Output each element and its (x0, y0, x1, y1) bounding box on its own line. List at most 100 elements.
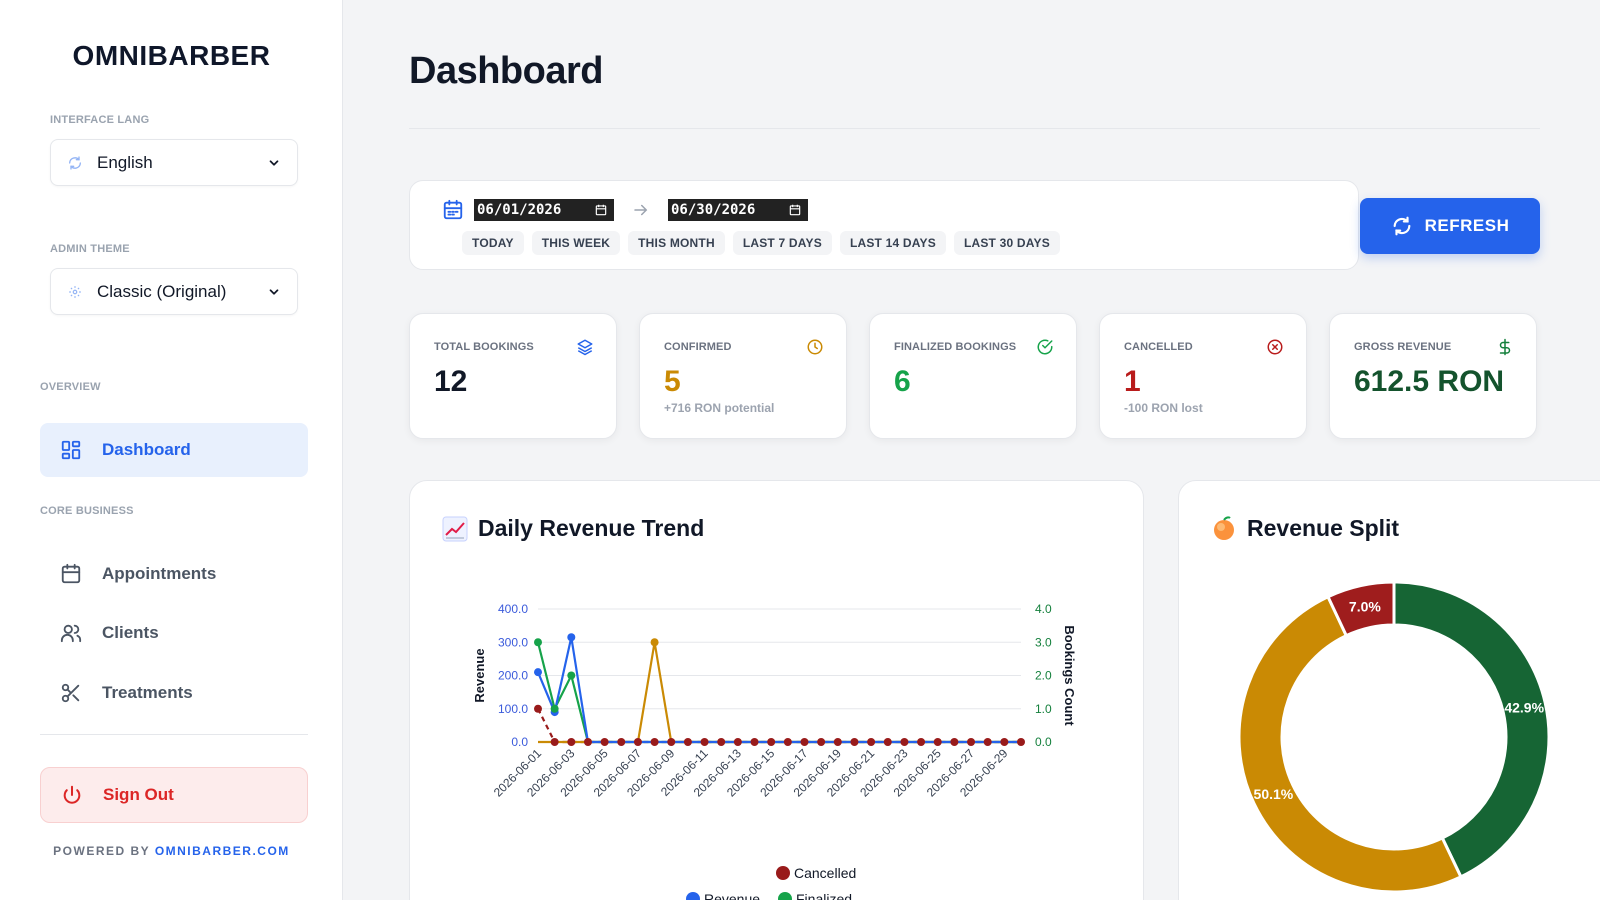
cancelled-point (534, 704, 542, 713)
revenue-trend-chart[interactable]: 400.0 4.0 300.0 3.0 200.0 2.0 100.0 1.0 0.0 0.0 Re… (410, 481, 1145, 900)
brand-logo[interactable]: OMNIBARBER (72, 40, 271, 71)
y2-tick-label: 2.0 (1035, 669, 1052, 683)
revenue-point (567, 633, 576, 642)
y-tick-label: 0.0 (511, 735, 528, 749)
confirmed-point (650, 638, 659, 647)
y-axis-label: Revenue (472, 648, 487, 702)
series-line-cancelled (537, 708, 1021, 744)
cancelled-point (767, 738, 776, 746)
stat-value: 5 (664, 365, 681, 398)
cancelled-point (817, 738, 826, 746)
date-range: 06/01/2026 06/30/2026 (442, 199, 808, 221)
start-date-input[interactable]: 06/01/2026 (474, 199, 614, 221)
dashboard-icon (60, 439, 82, 461)
stat-value: 6 (894, 365, 911, 398)
users-icon (60, 622, 82, 644)
preset-this-month[interactable]: THIS MONTH (628, 231, 725, 255)
legend-label: Cancelled (794, 865, 856, 881)
stat-card-gross-revenue: GROSS REVENUE 612.5 RON (1329, 313, 1537, 439)
stat-value: 12 (434, 365, 468, 398)
chevron-down-icon (269, 159, 279, 166)
y-tick-label: 300.0 (498, 635, 528, 649)
overview-section-label: OVERVIEW (40, 381, 101, 393)
sidebar-item-treatments[interactable]: Treatments (40, 666, 308, 720)
sign-out-button[interactable]: Sign Out (40, 767, 308, 823)
stat-card-total-bookings: TOTAL BOOKINGS 12 (409, 313, 617, 439)
cancelled-point (900, 738, 909, 746)
cancelled-point (600, 738, 609, 746)
date-presets: TODAY THIS WEEK THIS MONTH LAST 7 DAYS L… (462, 231, 1060, 255)
y2-tick-label: 3.0 (1035, 635, 1052, 649)
revenue-trend-title-text: Daily Revenue Trend (478, 515, 705, 541)
end-date-input[interactable]: 06/30/2026 (668, 199, 808, 221)
stat-label: CONFIRMED (664, 341, 732, 353)
slice-label: 50.1% (1254, 786, 1294, 802)
layers-icon (577, 339, 593, 356)
preset-last-14-days[interactable]: LAST 14 DAYS (839, 231, 946, 255)
dollar-icon (1499, 338, 1511, 356)
finalized-point (567, 671, 576, 680)
finalized-point (534, 638, 542, 647)
y-tick-label: 400.0 (498, 602, 528, 616)
refresh-button[interactable]: REFRESH (1360, 198, 1540, 254)
power-icon (63, 785, 81, 804)
legend-item-finalized: Finalized (778, 891, 852, 900)
interface-lang-label: INTERFACE LANG (50, 114, 150, 126)
powered-by-link[interactable]: OMNIBARBER.COM (154, 844, 290, 858)
stat-label: CANCELLED (1124, 341, 1193, 353)
page-title: Dashboard (409, 50, 603, 92)
preset-last-7-days[interactable]: LAST 7 DAYS (732, 231, 832, 255)
end-date-value: 06/30/2026 (671, 202, 756, 218)
sidebar-item-appointments[interactable]: Appointments (40, 547, 308, 601)
sign-out-label: Sign Out (103, 785, 174, 804)
cancelled-point (917, 738, 926, 746)
revenue-split-chart[interactable]: 42.9% 50.1% 7.0% (1179, 481, 1600, 900)
sidebar-item-clients[interactable]: Clients (40, 606, 308, 660)
sidebar-item-dashboard[interactable]: Dashboard (40, 423, 308, 477)
calendar-picker-icon[interactable] (788, 203, 802, 217)
sidebar-item-label: Treatments (102, 683, 193, 702)
stat-card-confirmed: CONFIRMED 5 +716 RON potential (639, 313, 847, 439)
core-business-section-label: CORE BUSINESS (40, 505, 134, 517)
donut-slice (1326, 580, 1396, 638)
cancelled-point (650, 738, 659, 746)
cancelled-point (633, 738, 642, 746)
revenue-trend-title: Daily Revenue Trend (442, 515, 704, 542)
revenue-split-title: Revenue Split (1211, 515, 1399, 542)
y-tick-label: 200.0 (498, 669, 528, 683)
sidebar-item-label: Clients (102, 623, 159, 642)
calendar-picker-icon[interactable] (594, 203, 608, 217)
cancelled-point (667, 738, 676, 746)
preset-today[interactable]: TODAY (462, 231, 524, 255)
legend-item-revenue: Revenue (686, 891, 760, 900)
powered-by: POWERED BY OMNIBARBER.COM (0, 844, 343, 858)
y2-axis-label: Bookings Count (1062, 625, 1077, 726)
scissors-icon (60, 682, 82, 704)
language-select[interactable]: English (50, 139, 298, 186)
legend-swatch (778, 892, 792, 900)
slice-label: 42.9% (1504, 699, 1544, 715)
date-filter-card: 06/01/2026 06/30/2026 TODAY THIS WEEK TH… (409, 180, 1359, 270)
cancelled-point (750, 738, 759, 746)
revenue-point (534, 668, 542, 677)
cancelled-point (867, 738, 876, 746)
theme-select-value: Classic (Original) (97, 281, 227, 301)
check-circle-icon (1037, 339, 1053, 355)
preset-this-week[interactable]: THIS WEEK (531, 231, 621, 255)
admin-theme-label: ADMIN THEME (50, 243, 130, 255)
start-date-value: 06/01/2026 (477, 202, 562, 218)
chevron-down-icon (269, 288, 279, 295)
legend-label: Finalized (796, 891, 852, 900)
preset-last-30-days[interactable]: LAST 30 DAYS (953, 231, 1060, 255)
donut-slice (1392, 580, 1551, 879)
theme-select[interactable]: Classic (Original) (50, 268, 298, 315)
language-select-value: English (97, 152, 153, 172)
y2-tick-label: 1.0 (1035, 702, 1052, 716)
chart-increasing-icon (442, 516, 468, 541)
cancelled-point (567, 738, 576, 746)
cancelled-point (850, 738, 859, 746)
stat-label: TOTAL BOOKINGS (434, 341, 534, 353)
legend-item-cancelled: Cancelled (776, 865, 856, 881)
cancelled-point (583, 738, 592, 746)
stat-label: GROSS REVENUE (1354, 341, 1452, 353)
